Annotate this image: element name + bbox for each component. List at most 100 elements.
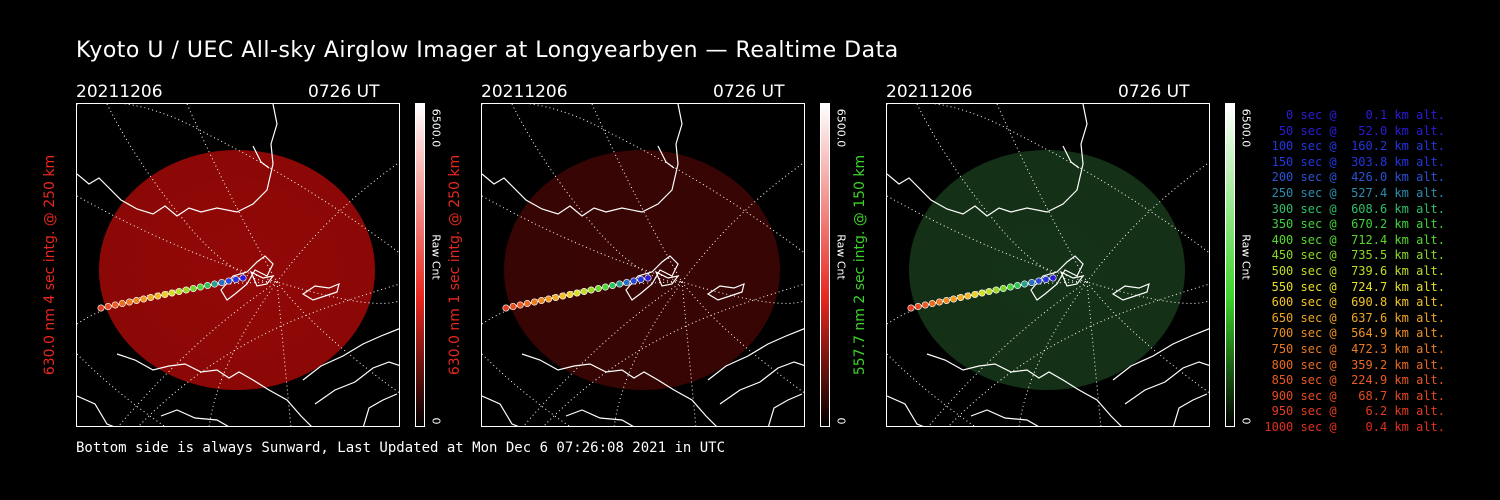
allsky-image [886,103,1210,427]
panel-ylabel-container: 630.0 nm 4 sec intg. @ 250 km [40,103,60,427]
legend-entry: 750 sec @ 472.3 km alt. [1264,341,1445,356]
legend-entry: 500 sec @ 739.6 km alt. [1264,263,1445,278]
geo-grid-line [186,104,278,283]
trajectory-point [907,304,915,312]
trajectory-point [609,282,617,290]
trajectory-point [623,279,631,287]
trajectory-point [1014,282,1022,290]
legend-entry: 50 sec @ 52.0 km alt. [1264,123,1445,138]
legend-entry: 150 sec @ 303.8 km alt. [1264,154,1445,169]
trajectory-point [204,282,212,290]
coastline [1124,361,1209,405]
geo-grid-line [887,353,975,426]
coastline [719,361,804,405]
panel-630nm-1sec: 20211206 0726 UT 630.0 nm 1 sec intg. @ … [447,82,901,432]
colorbar-min-wrap: 0 [428,415,444,427]
colorbar-unit-label: Raw Cnt [834,234,848,280]
trajectory-point [1042,276,1050,284]
trajectory-point [1049,274,1057,282]
trajectory-point [566,291,574,299]
trajectory-point [1028,279,1036,287]
colorbar-max-wrap: 6500.0 [428,103,444,153]
panel-ylabel: 630.0 nm 4 sec intg. @ 250 km [42,154,58,376]
colorbar [820,103,830,427]
coastline [657,145,675,169]
trajectory-point [573,289,581,297]
trajectory-point [630,277,638,285]
trajectory-point [545,295,553,303]
trajectory-point [942,297,950,305]
trajectory-point [601,283,609,291]
trajectory-point [537,297,545,305]
trajectory-point [992,286,1000,294]
coastline [1111,283,1150,301]
trajectory-point [509,303,517,311]
trajectory-point [999,285,1007,293]
panel-ylabel-container: 557.7 nm 2 sec intg. @ 150 km [850,103,870,427]
trajectory-point [132,297,140,305]
geo-grid-line [681,281,697,426]
colorbar-unit-wrap: Raw Cnt [833,227,849,287]
panel-ylabel: 557.7 nm 2 sec intg. @ 150 km [852,154,868,376]
panel-630nm-4sec: 20211206 0726 UT 630.0 nm 4 sec intg. @ … [42,82,496,432]
trajectory-point [559,292,567,300]
allsky-image [481,103,805,427]
coastline [77,395,114,426]
panel-date: 20211206 [76,82,163,102]
trajectory-point [928,300,936,308]
legend-entry: 350 sec @ 670.2 km alt. [1264,217,1445,232]
coastline [252,145,270,169]
legend-entry: 700 sec @ 564.9 km alt. [1264,326,1445,341]
colorbar [1225,103,1235,427]
coastline [77,104,278,217]
coastline [970,409,1039,426]
trajectory-point [218,279,226,287]
legend-entry: 300 sec @ 608.6 km alt. [1264,201,1445,216]
coastline [301,283,340,301]
coastline [706,283,745,301]
legend-entry: 400 sec @ 712.4 km alt. [1264,232,1445,247]
coastline [654,270,680,287]
colorbar-unit-wrap: Raw Cnt [428,227,444,287]
trajectory-point [182,286,190,294]
trajectory-point [161,291,169,299]
trajectory-point [1021,280,1029,288]
coastline [1172,393,1208,426]
trajectory-point [196,283,204,291]
geo-grid-line [681,281,804,394]
trajectory-point [189,285,197,293]
panel-time: 0726 UT [308,82,380,102]
trajectory-point [530,298,538,306]
trajectory-point [552,294,560,302]
allsky-map-svg [887,104,1209,426]
coastline [887,104,1088,217]
coastline [1062,145,1080,169]
panel-557nm-2sec: 20211206 0726 UT 557.7 nm 2 sec intg. @ … [852,82,1306,432]
legend-entry: 550 sec @ 724.7 km alt. [1264,279,1445,294]
colorbar-min-label: 0 [834,417,848,425]
legend-entry: 800 sec @ 359.2 km alt. [1264,357,1445,372]
trajectory-point [239,274,247,282]
legend-entry: 200 sec @ 426.0 km alt. [1264,170,1445,185]
geo-grid-line [482,353,570,426]
trajectory-point [168,289,176,297]
trajectory-point [985,288,993,296]
coastline [314,361,399,405]
coastline [521,353,717,426]
legend-entry: 950 sec @ 6.2 km alt. [1264,404,1445,419]
allsky-map-svg [482,104,804,426]
trajectory-point [580,288,588,296]
colorbar-min-label: 0 [429,417,443,425]
trajectory-point [118,300,126,308]
geo-grid-line [1086,281,1209,394]
trajectory-point [914,303,922,311]
coastline [482,395,519,426]
coastline [482,104,683,217]
legend-entry: 850 sec @ 224.9 km alt. [1264,373,1445,388]
geo-grid-line [1086,163,1208,283]
colorbar [415,103,425,427]
trajectory-point [957,294,965,302]
trajectory-point [111,301,119,309]
legend-entry: 650 sec @ 637.6 km alt. [1264,310,1445,325]
trajectory-point [921,301,929,309]
